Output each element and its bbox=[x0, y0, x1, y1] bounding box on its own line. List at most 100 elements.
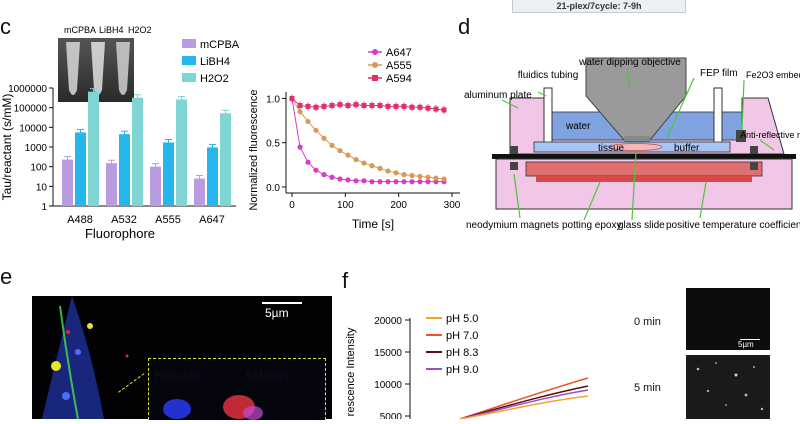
protocol-time-badge: 21-plex/7cycle: 7-9h bbox=[512, 0, 686, 13]
line-point-a594 bbox=[425, 105, 431, 111]
bar-libh4-a488 bbox=[75, 132, 86, 206]
line-point-a594 bbox=[369, 103, 375, 109]
line-x-tick-label: 100 bbox=[337, 200, 354, 211]
fluidics-tube-right bbox=[713, 87, 723, 151]
line-point-a594 bbox=[345, 103, 351, 109]
ph-y-tick-15000: 15000 bbox=[374, 348, 402, 359]
micrograph-scale-bar bbox=[740, 339, 760, 340]
line-point-a594 bbox=[401, 103, 407, 109]
bar-y-tick-label: 1000000 bbox=[8, 84, 47, 95]
line-point-a647 bbox=[377, 179, 383, 185]
label-fep: FEP film bbox=[700, 68, 738, 79]
line-y-tick-label: 0.0 bbox=[266, 183, 280, 194]
bar-y-tick-label: 100 bbox=[30, 163, 47, 174]
bar-x-tick-a488: A488 bbox=[67, 214, 93, 226]
photo-label-mcpba: mCPBA bbox=[64, 25, 96, 35]
legend-swatch-libh4 bbox=[182, 56, 196, 65]
ph-y-tick-10000: 10000 bbox=[374, 380, 402, 391]
label-leader-lines bbox=[501, 67, 775, 221]
line-point-a647 bbox=[329, 174, 335, 180]
tissue-sample bbox=[609, 143, 663, 151]
line-point-a555 bbox=[337, 148, 343, 154]
label-heater: positive temperature coefficient heater bbox=[666, 220, 800, 231]
bar-h2o2-a488 bbox=[88, 91, 99, 206]
bar-legend: mCPBA LiBH4 H2O2 bbox=[182, 39, 240, 85]
line-point-a594 bbox=[321, 103, 327, 109]
heater-element bbox=[536, 176, 752, 182]
micrograph-5min-speckles bbox=[696, 362, 764, 411]
line-x-tick-label: 0 bbox=[289, 200, 295, 211]
bar-y-tick-label: 10000 bbox=[19, 123, 47, 134]
anti-reflective-strip bbox=[492, 154, 796, 159]
fluorescence-image-content bbox=[42, 296, 129, 419]
objective-tip bbox=[624, 136, 650, 142]
line-point-a647 bbox=[409, 179, 415, 185]
label-buffer: buffer bbox=[674, 143, 700, 154]
bar-y-ticks: 1000000 100000 10000 1000 100 10 1 bbox=[8, 84, 53, 213]
inset-label-smactin: SMactin bbox=[245, 369, 289, 383]
line-point-a555 bbox=[441, 176, 447, 182]
bar-y-tick-label: 1000 bbox=[25, 143, 48, 154]
line-point-a555 bbox=[409, 172, 415, 179]
micrograph-label-5min: 5 min bbox=[634, 382, 661, 394]
line-point-a555 bbox=[353, 156, 359, 163]
legend-label-ph70: pH 7.0 bbox=[446, 330, 478, 342]
bar-libh4-a532 bbox=[119, 134, 130, 206]
bar-mcpba-a647 bbox=[194, 178, 205, 206]
micrograph-5min bbox=[686, 355, 770, 419]
bar-x-tick-a555: A555 bbox=[155, 214, 181, 226]
line-point-a594 bbox=[409, 104, 415, 110]
legend-marker-a555 bbox=[372, 62, 378, 68]
line-point-a555 bbox=[361, 160, 367, 166]
line-point-a647 bbox=[353, 178, 359, 184]
ph-curves bbox=[459, 377, 589, 419]
line-series bbox=[289, 94, 447, 185]
line-y-label: Normalized fluorescence bbox=[248, 89, 260, 210]
line-point-a647 bbox=[369, 179, 375, 185]
panel-f-ph-chart: 20000 15000 10000 5000 rescence Intensit… bbox=[345, 313, 589, 419]
legend-label-ph83: pH 8.3 bbox=[446, 347, 478, 359]
line-point-a555 bbox=[313, 127, 319, 133]
line-point-a594 bbox=[377, 103, 383, 109]
magnet-top-right bbox=[750, 146, 758, 154]
label-objective: water dipping objective bbox=[578, 57, 681, 68]
magnet-bottom-left bbox=[510, 162, 518, 170]
line-point-a647 bbox=[361, 178, 367, 184]
line-point-a555 bbox=[345, 152, 351, 158]
legend-label-a647: A647 bbox=[386, 47, 412, 59]
line-point-a594 bbox=[337, 102, 343, 108]
legend-label-mcpba: mCPBA bbox=[200, 39, 240, 51]
legend-label-ph90: pH 9.0 bbox=[446, 364, 478, 376]
legend-label-libh4: LiBH4 bbox=[200, 56, 230, 68]
photo-label-libh4: LiBH4 bbox=[99, 25, 124, 35]
line-y-ticks: 0.0 0.5 1.0 bbox=[266, 94, 286, 194]
line-x-label: Time [s] bbox=[352, 217, 394, 231]
fluidics-tube-left bbox=[543, 87, 553, 151]
line-y-tick-label: 0.5 bbox=[266, 139, 280, 150]
magnet-bottom-right bbox=[750, 162, 758, 170]
label-potting: potting epoxy bbox=[562, 220, 622, 231]
reagent-tubes-photo bbox=[58, 38, 134, 102]
bar-x-tick-a532: A532 bbox=[111, 214, 137, 226]
bar-h2o2-a647 bbox=[220, 113, 231, 206]
line-point-a594 bbox=[441, 107, 447, 113]
line-point-a555 bbox=[305, 118, 311, 125]
bar-x-label: Fluorophore bbox=[85, 226, 155, 241]
panel-d-device-schematic: water dipping objective fluidics tubing … bbox=[464, 57, 800, 231]
legend-label-h2o2: H2O2 bbox=[200, 73, 229, 85]
ph-y-label: rescence Intensity bbox=[345, 327, 357, 416]
line-point-a594 bbox=[385, 103, 391, 109]
ph-y-tick-20000: 20000 bbox=[374, 316, 402, 327]
bar-libh4-a647 bbox=[207, 147, 218, 206]
line-point-a594 bbox=[417, 104, 423, 110]
line-point-a555 bbox=[377, 165, 383, 171]
label-antireflective: Anti-reflective material bbox=[740, 130, 800, 140]
label-fluidics-text: fluidics tubing bbox=[518, 70, 579, 81]
line-point-a594 bbox=[313, 104, 319, 110]
legend-label-ph50: pH 5.0 bbox=[446, 313, 478, 325]
magnet-top-left bbox=[510, 146, 518, 154]
legend-swatch-h2o2 bbox=[182, 73, 196, 82]
bar-mcpba-a488 bbox=[62, 159, 73, 206]
label-aluminum: aluminum plate bbox=[464, 90, 532, 101]
line-point-a647 bbox=[401, 179, 407, 185]
